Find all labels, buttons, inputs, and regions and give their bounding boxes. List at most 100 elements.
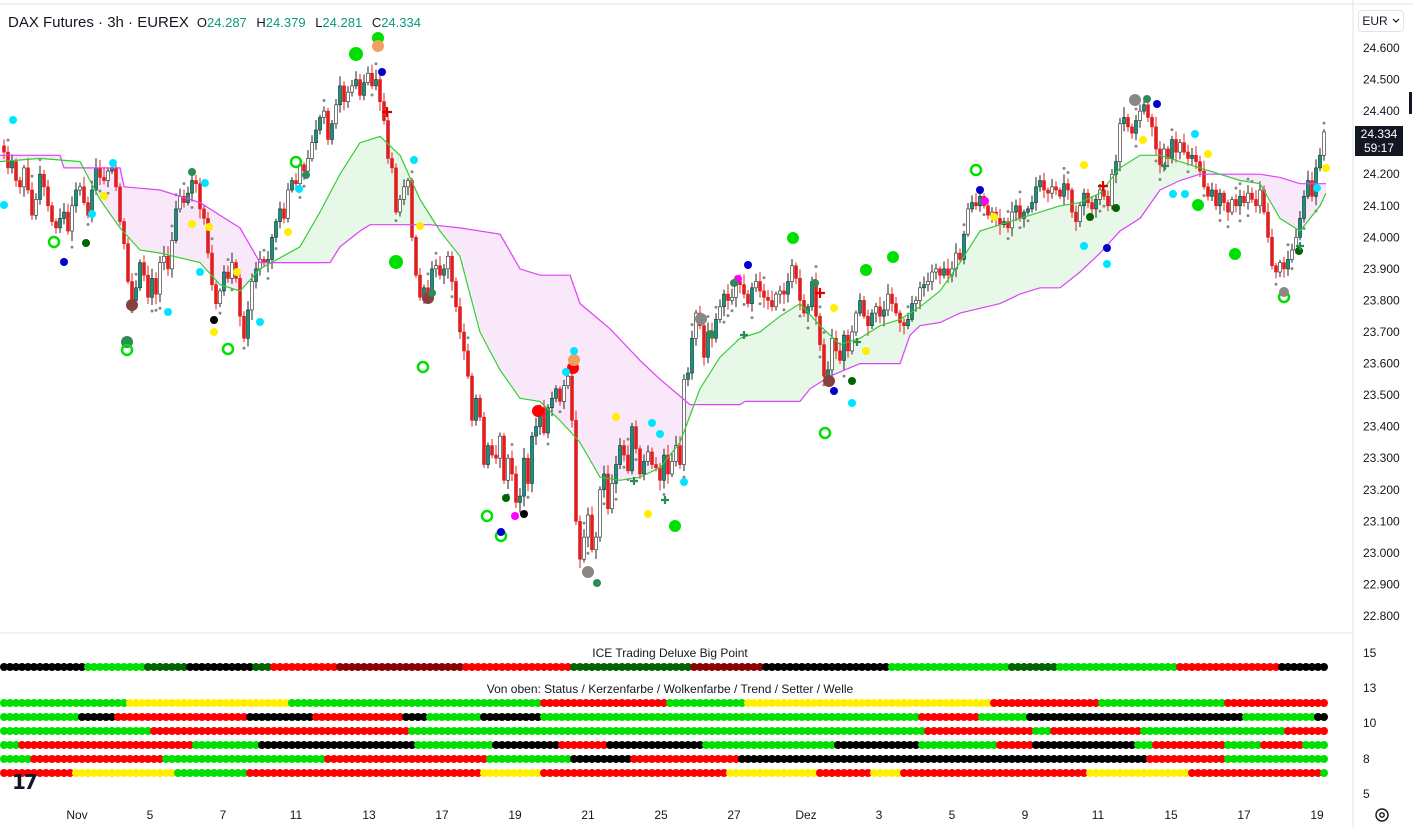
gear-icon[interactable] (1373, 806, 1391, 824)
cloud-segment (124, 186, 126, 233)
indicator-dot (288, 713, 296, 721)
cloud-segment (1000, 224, 1002, 304)
indicator-dot (72, 769, 80, 777)
indicator-dot (72, 713, 80, 721)
indicator-dot (366, 713, 374, 721)
indicator-tick-label: 5 (1363, 787, 1370, 801)
indicator-dot (1212, 663, 1220, 671)
indicator-dot (552, 727, 560, 735)
cloud-segment (232, 222, 234, 289)
indicator-dot (162, 663, 170, 671)
indicator-dot (1320, 741, 1328, 749)
candles[interactable] (2, 62, 1326, 569)
time-tick-label: 3 (876, 808, 883, 822)
price-axis[interactable]: 24.60024.50024.40024.30024.20024.10024.0… (1363, 41, 1400, 623)
indicator-dot (636, 663, 644, 671)
indicator-dot (354, 663, 362, 671)
indicator-dot (1308, 741, 1316, 749)
indicator-dot (990, 727, 998, 735)
indicator-dot (756, 699, 764, 707)
indicator-dot (942, 663, 950, 671)
indicator-dot (1026, 769, 1034, 777)
indicator-dot (822, 741, 830, 749)
cloud-segment (788, 311, 790, 402)
cloud-segment (758, 332, 760, 402)
indicator-dot (222, 741, 230, 749)
indicator-dot (1164, 713, 1172, 721)
cloud-segment (804, 308, 806, 397)
tradingview-logo-icon[interactable]: 17 (12, 770, 38, 794)
indicator-lines (0, 135, 1327, 481)
indicator-dot (1212, 713, 1220, 721)
cloud-segment (188, 198, 190, 260)
indicator-dot (810, 727, 818, 735)
indicator-dot (1320, 755, 1328, 763)
cloud-segment (168, 192, 170, 256)
candle-body (1042, 180, 1046, 191)
indicator-dot (636, 741, 644, 749)
indicator-dot (666, 769, 674, 777)
indicator-dot (330, 713, 338, 721)
indicator-dot (984, 741, 992, 749)
indicator-dot (660, 663, 668, 671)
scroll-handle[interactable] (1409, 92, 1412, 114)
indicator-dot (0, 713, 8, 721)
candle-body (1274, 265, 1278, 273)
candle-body (226, 271, 230, 279)
indicator-dot (240, 741, 248, 749)
time-axis[interactable]: Nov 5 7 11 13 17 19 21 25 27 Dez 3 5 9 11 15 17 19 (66, 808, 1324, 822)
indicator-dot (6, 769, 14, 777)
indicator-dot (0, 741, 8, 749)
cloud-segment (802, 305, 804, 399)
cloud-segment (1152, 155, 1154, 202)
indicator-dot (78, 741, 86, 749)
indicator-dot (1020, 713, 1028, 721)
cloud-segment (442, 225, 444, 234)
indicator-dot (588, 713, 596, 721)
indicator-dot (594, 663, 602, 671)
indicator-dot (246, 699, 254, 707)
indicator-dot (702, 769, 710, 777)
cloud-segment (1124, 165, 1126, 229)
cloud-segment (458, 227, 460, 254)
symbol-title[interactable]: DAX Futures · 3h · EUREX (8, 13, 189, 31)
ohlc-values: O24.287 H24.379 L24.281 C24.334 (197, 15, 427, 30)
signal-dot-marker (976, 186, 984, 194)
signal-dot-marker (848, 377, 856, 385)
indicator-dot (1050, 713, 1058, 721)
cloud-segment (338, 178, 340, 250)
pivot-dot (1134, 107, 1138, 111)
candle-body (726, 293, 730, 301)
cloud-segment (266, 262, 268, 266)
cloud-segment (328, 196, 330, 263)
indicator-dot (180, 755, 188, 763)
indicator-dot (126, 741, 134, 749)
cloud-segment (1296, 182, 1298, 229)
candle-body (822, 344, 826, 377)
candle-body (1054, 186, 1058, 191)
indicator-dot (318, 727, 326, 735)
indicator-dot (762, 713, 770, 721)
cloud-segment (1180, 161, 1182, 181)
indicator-dot (606, 769, 614, 777)
indicator-dot (552, 713, 560, 721)
pivot-dot (1018, 226, 1022, 230)
indicator-title[interactable]: ICE Trading Deluxe Big Point (592, 646, 748, 660)
cloud-segment (1146, 155, 1148, 210)
indicator-dot (36, 663, 44, 671)
indicator-dot (90, 769, 98, 777)
currency-button[interactable]: EUR (1358, 10, 1404, 32)
indicator-dot (828, 699, 836, 707)
cloud-segment (968, 249, 970, 312)
cloud-segment (326, 200, 328, 263)
indicator-dot (1182, 727, 1190, 735)
indicator-dot (762, 663, 770, 671)
indicator-dot (1086, 699, 1094, 707)
indicator-dot (1296, 663, 1304, 671)
indicator-dot (132, 713, 140, 721)
indicator-dot (1002, 741, 1010, 749)
cloud-segment (194, 200, 196, 262)
indicator-dot (792, 741, 800, 749)
indicator-dot (1284, 663, 1292, 671)
